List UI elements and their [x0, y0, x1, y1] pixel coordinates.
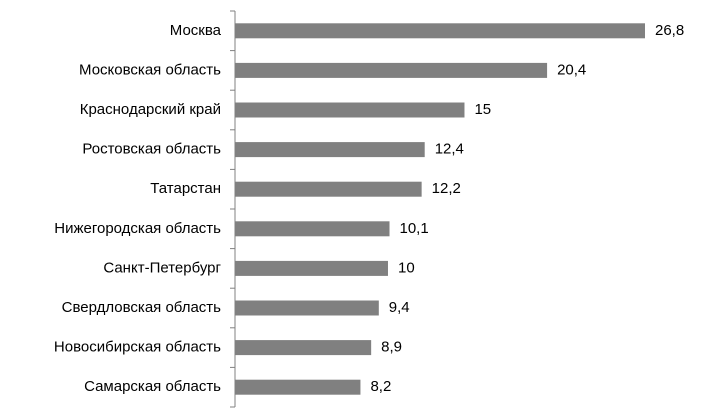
- category-label: Самарская область: [84, 378, 221, 395]
- bar: [235, 300, 379, 316]
- bar: [235, 221, 390, 237]
- value-label: 12,2: [432, 180, 461, 197]
- category-label: Санкт-Петербург: [103, 259, 221, 276]
- value-label: 8,9: [381, 339, 402, 356]
- bar: [235, 23, 645, 39]
- category-label: Московская область: [79, 61, 221, 78]
- value-label: 8,2: [370, 378, 391, 395]
- bar: [235, 62, 548, 78]
- value-label: 9,4: [389, 299, 410, 316]
- category-label: Краснодарский край: [80, 101, 221, 118]
- category-label: Ростовская область: [82, 141, 221, 158]
- value-label: 10,1: [400, 220, 429, 237]
- bar: [235, 379, 361, 395]
- value-label: 12,4: [435, 141, 464, 158]
- bar: [235, 102, 465, 118]
- category-label: Татарстан: [150, 180, 221, 197]
- bar: [235, 142, 425, 158]
- category-label: Москва: [170, 22, 222, 39]
- value-label: 15: [474, 101, 491, 118]
- value-label: 26,8: [655, 22, 684, 39]
- value-label: 20,4: [557, 61, 586, 78]
- bar: [235, 340, 372, 356]
- category-label: Свердловская область: [62, 299, 222, 316]
- category-label: Новосибирская область: [54, 339, 221, 356]
- value-label: 10: [398, 259, 415, 276]
- bar: [235, 181, 422, 197]
- category-label: Нижегородская область: [54, 220, 221, 237]
- bar: [235, 260, 388, 276]
